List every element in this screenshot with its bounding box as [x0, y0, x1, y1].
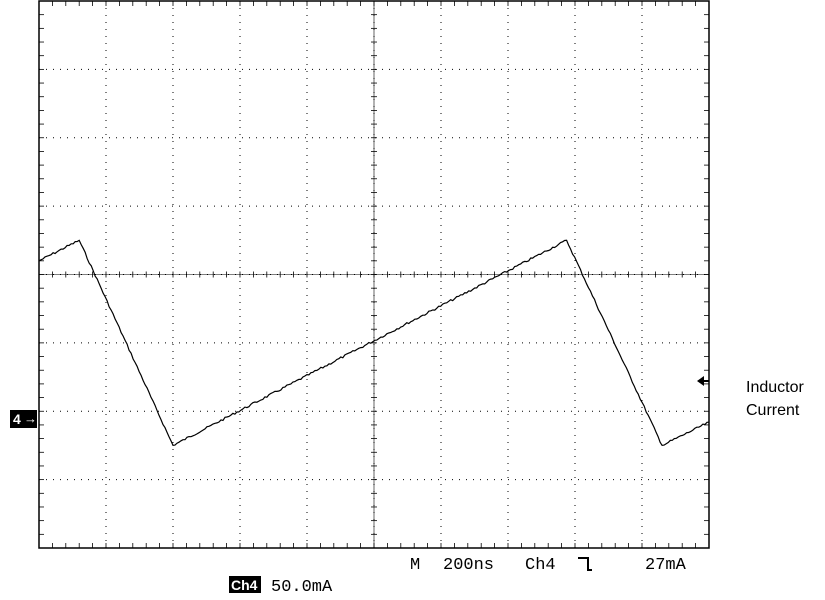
graticule: [38, 0, 710, 549]
trace-annotation: Inductor Current: [746, 376, 804, 422]
channel-label: Ch4: [231, 577, 258, 593]
channel-scale: 50.0mA: [271, 578, 333, 597]
ground-marker-label: 4: [13, 411, 21, 427]
falling-edge-trigger-icon: [578, 557, 592, 571]
timebase-value: 200ns: [443, 556, 494, 575]
trigger-level: 27mA: [645, 556, 687, 575]
annotation-line-2: Current: [746, 402, 800, 419]
inductor-current-trace: [38, 239, 710, 447]
trigger-source: Ch4: [525, 556, 556, 575]
trace-layer: [38, 239, 710, 447]
trigger-level-arrow-icon: [697, 376, 709, 386]
annotation-line-1: Inductor: [746, 379, 804, 396]
timebase-prefix: M: [410, 556, 420, 575]
channel-ground-marker: 4 →: [10, 410, 37, 428]
channel-scale-badge: Ch4: [229, 576, 261, 593]
ground-arrow-icon: →: [24, 411, 37, 426]
